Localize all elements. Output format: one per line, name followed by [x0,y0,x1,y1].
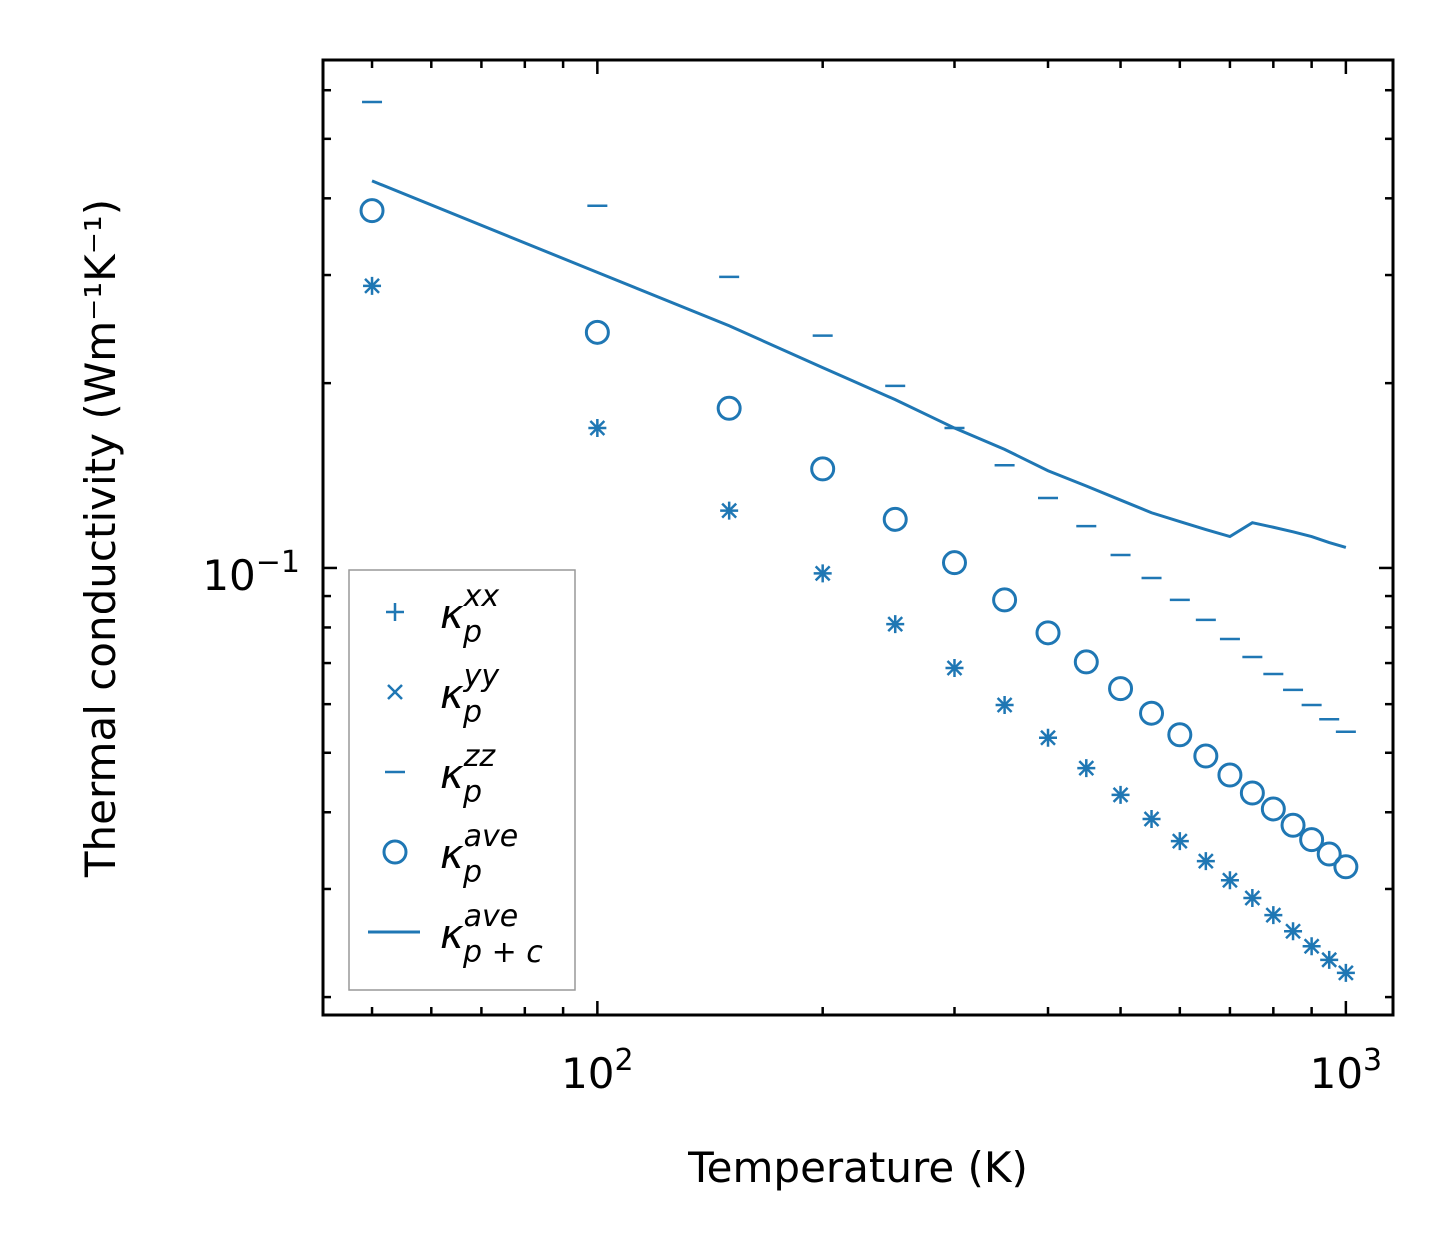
legend-item-kappa_p_yy: κyy p [387,659,500,730]
data-point-kappa_p_yy [1303,938,1320,955]
data-point-kappa_p_ave [1035,620,1061,646]
data-point-kappa_p_ave [584,319,610,345]
series-kappa_p_yy [364,278,1354,981]
legend-label: κave p [440,819,518,890]
data-point-kappa_p_ave [1193,743,1219,769]
data-point-kappa_p_ave [1108,676,1134,702]
data-point-kappa_p_yy [721,502,738,519]
data-point-kappa_p_ave [1217,762,1243,788]
legend-label: κave p + c [440,899,543,970]
y-tick-label: 10−1 [202,545,300,600]
legend: κxx p κyy p κzz p κave p κave p + c [348,569,576,991]
data-point-kappa_p_ave [941,550,967,576]
series-line-kappa_pc_ave [371,179,1347,549]
data-point-kappa_p_yy [814,565,831,582]
data-point-kappa_p_yy [946,660,963,676]
data-point-kappa_p_ave [1333,854,1359,880]
data-point-kappa_p_yy [887,616,904,633]
data-point-kappa_p_yy [1337,964,1354,981]
data-point-kappa_p_yy [1078,760,1095,777]
data-point-kappa_p_yy [996,697,1013,713]
x-tick-label: 102 [561,1043,634,1098]
data-point-kappa_p_ave [359,198,385,224]
data-point-kappa_p_ave [1316,841,1342,867]
data-point-kappa_p_ave [1167,722,1193,748]
data-point-kappa_p_yy [1040,729,1056,746]
data-point-kappa_p_yy [1285,923,1301,940]
data-point-kappa_p_yy [1265,907,1282,923]
legend-label: κyy p [440,659,500,730]
data-point-kappa_p_ave [1073,649,1099,675]
y-axis-label: Thermal conductivity (Wm⁻¹K⁻¹) [76,199,125,878]
data-point-kappa_p_ave [1299,827,1325,853]
data-point-kappa_p_yy [1112,786,1129,803]
data-point-kappa_p_ave [810,456,836,482]
legend-item-kappa_p_xx: κxx p [386,579,499,650]
data-point-kappa_p_ave [1239,780,1265,806]
legend-item-kappa_pc_ave: κave p + c [368,899,543,970]
legend-item-kappa_p_ave: κave p [382,819,518,890]
data-point-kappa_p_yy [364,278,380,294]
legend-label: κzz p [440,739,496,810]
legend-item-kappa_p_zz: κzz p [385,739,496,810]
data-point-kappa_p_ave [1280,812,1306,838]
data-point-kappa_p_yy [1222,872,1238,889]
legend-marker-icon [386,603,404,621]
legend-marker-icon [387,684,403,700]
data-point-kappa_p_yy [1197,853,1214,870]
data-point-kappa_p_ave [1260,796,1286,822]
data-point-kappa_p_yy [589,420,606,436]
legend-label: κxx p [440,579,499,650]
data-point-kappa_p_yy [1171,833,1188,849]
x-tick-label: 103 [1310,1043,1383,1098]
data-point-kappa_p_ave [882,506,908,532]
data-point-kappa_p_ave [992,587,1018,613]
data-point-kappa_p_yy [1321,951,1338,968]
legend-marker-icon [382,839,408,865]
data-point-kappa_p_ave [716,395,742,421]
data-point-kappa_p_ave [1139,700,1165,726]
legend-box [348,569,576,991]
data-point-kappa_p_yy [1143,811,1160,827]
data-point-kappa_p_yy [1244,890,1261,906]
x-axis-label: Temperature (K) [687,1143,1028,1192]
series-kappa_p_ave [359,198,1359,880]
series-kappa_pc_ave [371,179,1347,549]
